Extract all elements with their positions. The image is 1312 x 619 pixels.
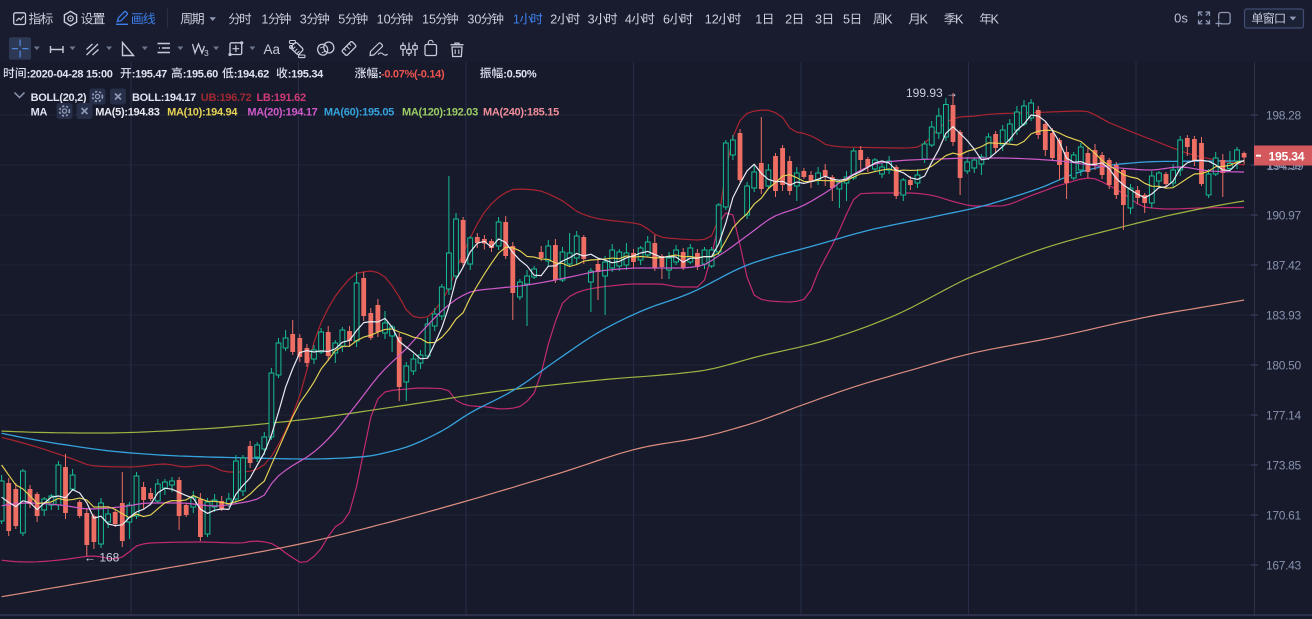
svg-text:167.43: 167.43 — [1266, 559, 1302, 573]
svg-text:K: K — [920, 12, 929, 26]
svg-text:10: 10 — [377, 12, 391, 26]
svg-text:0s: 0s — [1174, 11, 1188, 26]
svg-text:MA(20):194.17: MA(20):194.17 — [247, 107, 317, 119]
svg-text:4: 4 — [625, 12, 632, 26]
svg-text:LB:191.62: LB:191.62 — [257, 92, 306, 104]
svg-text:BOLL(20,2): BOLL(20,2) — [31, 92, 87, 104]
svg-text::195.47: :195.47 — [132, 68, 167, 80]
svg-text:187.42: 187.42 — [1266, 259, 1302, 273]
svg-text:5: 5 — [338, 12, 345, 26]
svg-text:3: 3 — [204, 48, 209, 58]
svg-text:3: 3 — [300, 12, 307, 26]
svg-text:UB:196.72: UB:196.72 — [201, 92, 252, 104]
svg-text:1: 1 — [261, 12, 268, 26]
svg-text:199.93 →: 199.93 → — [906, 86, 958, 100]
svg-text::195.60: :195.60 — [183, 68, 218, 80]
svg-text::194.62: :194.62 — [234, 68, 269, 80]
svg-text:MA(60):195.05: MA(60):195.05 — [324, 107, 394, 119]
svg-text:1: 1 — [513, 12, 520, 26]
svg-text::: : — [378, 68, 381, 80]
svg-text:170.61: 170.61 — [1266, 509, 1302, 523]
svg-text:1: 1 — [755, 12, 762, 26]
svg-text:-0.07%(-0.14): -0.07%(-0.14) — [381, 68, 445, 80]
svg-text:Aa: Aa — [264, 42, 281, 57]
svg-text:K: K — [991, 12, 1000, 26]
svg-text::2020-04-28 15:00: :2020-04-28 15:00 — [27, 68, 113, 80]
svg-text:198.28: 198.28 — [1266, 109, 1302, 123]
svg-text:6: 6 — [663, 12, 670, 26]
svg-text:195.34: 195.34 — [1269, 149, 1305, 163]
svg-text:190.97: 190.97 — [1266, 209, 1302, 223]
svg-text:5: 5 — [843, 12, 850, 26]
svg-text:3: 3 — [815, 12, 822, 26]
svg-text:← 168: ← 168 — [84, 551, 120, 565]
svg-text:BOLL:194.17: BOLL:194.17 — [132, 92, 196, 104]
svg-text::195.34: :195.34 — [288, 68, 324, 80]
svg-text:MA(10):194.94: MA(10):194.94 — [167, 107, 238, 119]
svg-text::0.50%: :0.50% — [503, 68, 537, 80]
svg-text:MA(240):185.15: MA(240):185.15 — [483, 107, 559, 119]
svg-text:30: 30 — [467, 12, 481, 26]
svg-text:2: 2 — [785, 12, 792, 26]
svg-text:K: K — [955, 12, 964, 26]
svg-text:MA(120):192.03: MA(120):192.03 — [402, 107, 478, 119]
svg-text:173.85: 173.85 — [1266, 459, 1302, 473]
svg-text:K: K — [884, 12, 893, 26]
svg-text:2: 2 — [550, 12, 557, 26]
svg-text:MA: MA — [31, 107, 48, 119]
svg-text:177.14: 177.14 — [1266, 409, 1302, 423]
svg-text:183.93: 183.93 — [1266, 309, 1302, 323]
svg-text:3: 3 — [588, 12, 595, 26]
svg-text:12: 12 — [705, 12, 719, 26]
svg-text:180.50: 180.50 — [1266, 359, 1302, 373]
svg-text:15: 15 — [422, 12, 436, 26]
svg-text:MA(5):194.83: MA(5):194.83 — [95, 107, 159, 119]
